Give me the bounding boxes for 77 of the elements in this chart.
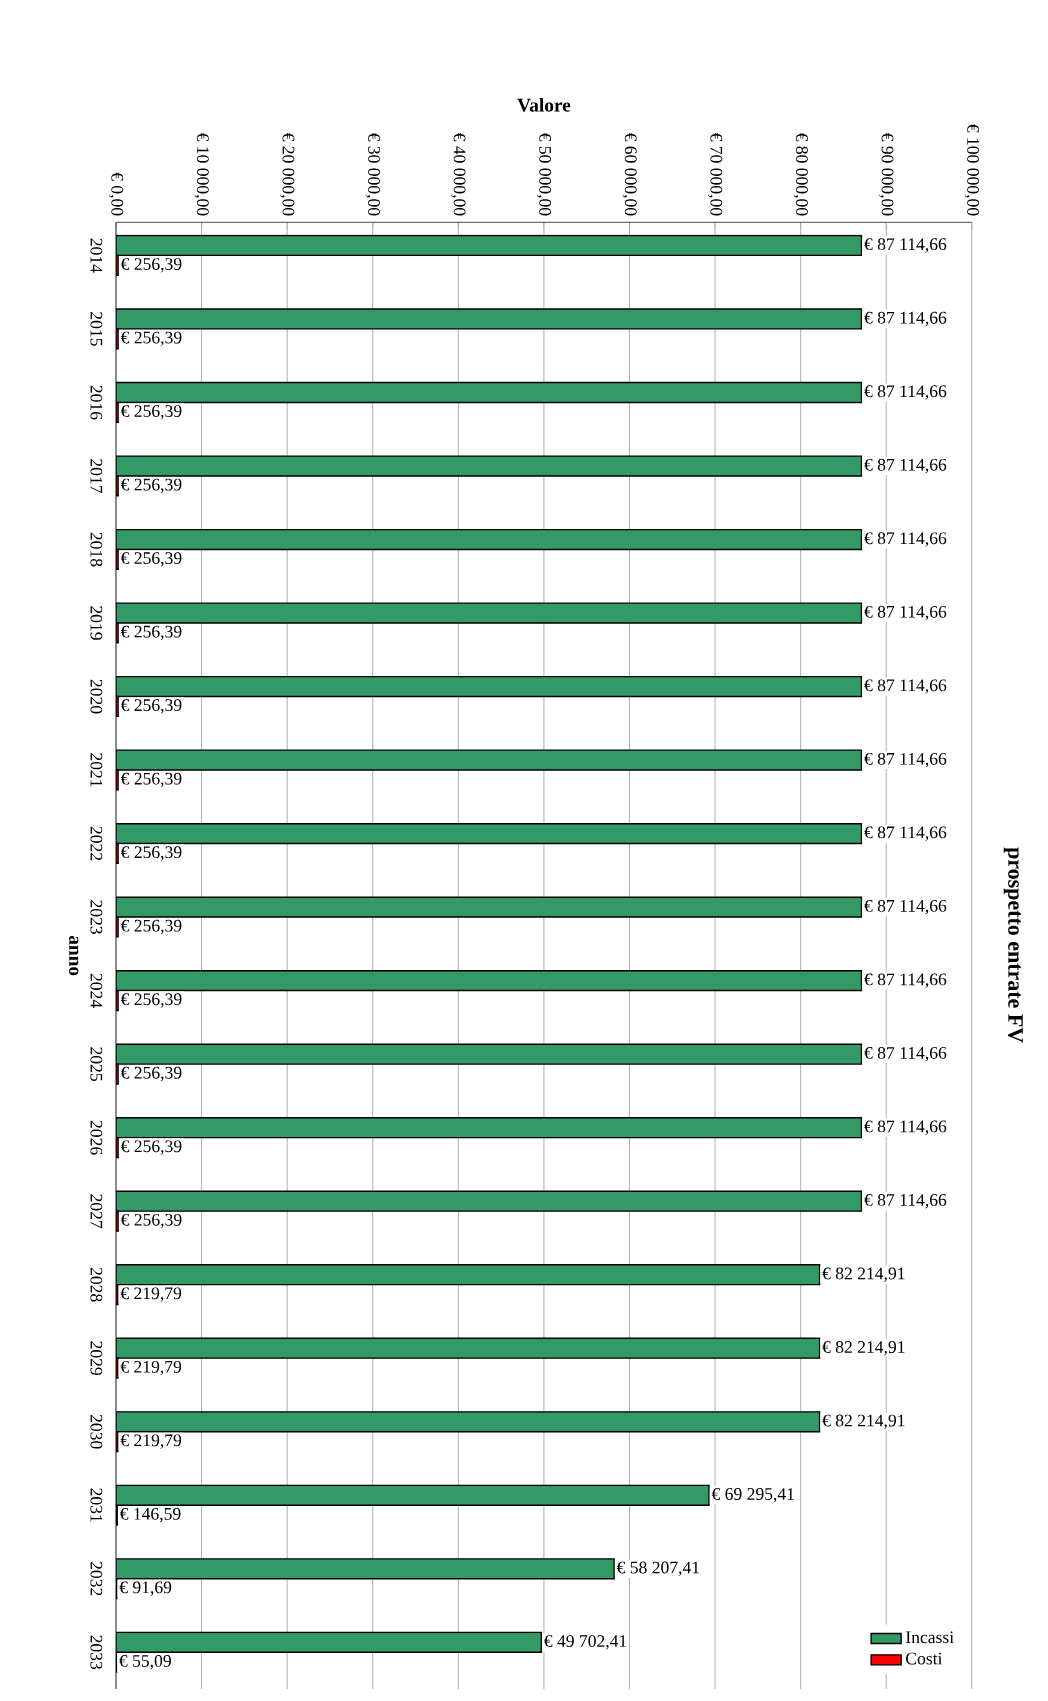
data-label: € 146,59 bbox=[119, 1507, 181, 1523]
data-label: € 219,79 bbox=[120, 1434, 182, 1449]
data-label: € 87 114,66 bbox=[864, 752, 947, 768]
data-label: € 256,39 bbox=[120, 846, 182, 861]
data-label: € 256,39 bbox=[120, 258, 182, 273]
data-label: € 87 114,66 bbox=[864, 238, 947, 253]
data-label: € 256,39 bbox=[120, 552, 182, 567]
y-tick-label: 2031 bbox=[90, 1488, 103, 1522]
x-tick-label: € 70 000,00 bbox=[707, 132, 723, 216]
x-axis-title: Valore bbox=[517, 98, 571, 112]
x-tick-label: € 90 000,00 bbox=[879, 132, 894, 216]
data-label: € 82 214,91 bbox=[822, 1267, 905, 1282]
y-tick-label: 2027 bbox=[90, 1194, 103, 1229]
data-label: € 87 114,66 bbox=[864, 532, 947, 547]
x-tick-label: € 50 000,00 bbox=[536, 132, 552, 216]
data-label: € 87 114,66 bbox=[864, 973, 947, 988]
y-tick-label: 2022 bbox=[90, 826, 103, 861]
data-label: € 256,39 bbox=[120, 919, 182, 935]
x-tick-label: € 10 000,00 bbox=[194, 132, 209, 216]
data-label: € 219,79 bbox=[120, 1287, 182, 1302]
y-tick-label: 2026 bbox=[90, 1120, 103, 1155]
data-label: € 82 214,91 bbox=[822, 1414, 905, 1429]
data-label: € 87 114,66 bbox=[864, 899, 947, 915]
data-label: € 58 207,41 bbox=[616, 1561, 700, 1576]
y-axis-title: anno bbox=[69, 935, 79, 976]
data-label: € 256,39 bbox=[120, 625, 182, 641]
x-tick-label: € 80 000,00 bbox=[793, 132, 808, 216]
legend-label: Incassi bbox=[905, 1631, 954, 1644]
y-tick-label: 2024 bbox=[90, 973, 103, 1008]
y-tick-label: 2018 bbox=[90, 532, 103, 567]
data-label: € 87 114,66 bbox=[864, 458, 947, 474]
data-label: € 219,79 bbox=[120, 1360, 182, 1376]
data-label: € 91,69 bbox=[119, 1581, 172, 1596]
data-label: € 256,39 bbox=[120, 1066, 182, 1082]
x-tick-label: € 60 000,00 bbox=[622, 132, 637, 216]
data-label: € 87 114,66 bbox=[864, 1046, 947, 1062]
data-label: € 87 114,66 bbox=[864, 679, 947, 694]
data-label: € 256,39 bbox=[120, 772, 182, 788]
data-label: € 256,39 bbox=[120, 331, 182, 346]
data-label: € 87 114,66 bbox=[864, 605, 947, 621]
data-label: € 87 114,66 bbox=[864, 311, 947, 327]
y-tick-label: 2021 bbox=[90, 753, 103, 787]
y-tick-label: 2033 bbox=[90, 1635, 103, 1670]
data-label: € 256,39 bbox=[120, 478, 182, 494]
data-label: € 69 295,41 bbox=[711, 1488, 794, 1503]
y-tick-label: 2028 bbox=[90, 1267, 103, 1302]
x-tick-label: € 20 000,00 bbox=[279, 132, 295, 216]
y-tick-label: 2020 bbox=[90, 679, 103, 714]
data-label: € 256,39 bbox=[120, 405, 182, 420]
data-label: € 87 114,66 bbox=[864, 1120, 947, 1135]
data-label: € 256,39 bbox=[120, 1213, 182, 1229]
bar bbox=[116, 1631, 543, 1653]
data-label: € 256,39 bbox=[120, 1140, 182, 1155]
text: prospetto entrate FV bbox=[1003, 847, 1023, 1043]
y-tick-label: 2029 bbox=[90, 1341, 103, 1376]
x-tick-label: € 30 000,00 bbox=[365, 132, 380, 216]
y-tick-label: 2017 bbox=[90, 459, 103, 494]
y-tick-label: 2016 bbox=[90, 385, 103, 420]
legend-label: Costi bbox=[906, 1652, 943, 1665]
y-tick-label: 2032 bbox=[90, 1561, 103, 1596]
data-label: € 55,09 bbox=[119, 1654, 171, 1670]
x-tick-label: € 100 000,00 bbox=[964, 124, 980, 216]
y-tick-label: 2023 bbox=[90, 900, 103, 934]
data-label: € 256,39 bbox=[120, 993, 182, 1008]
y-tick-label: 2030 bbox=[90, 1414, 103, 1449]
x-tick-label: € 0,00 bbox=[108, 172, 124, 216]
data-label: € 82 214,91 bbox=[822, 1341, 905, 1356]
y-tick-label: 2015 bbox=[90, 312, 103, 346]
y-tick-label: 2014 bbox=[90, 238, 103, 273]
data-label: € 87 114,66 bbox=[864, 385, 947, 400]
data-label: € 256,39 bbox=[120, 699, 182, 714]
data-label: € 87 114,66 bbox=[864, 826, 947, 841]
x-tick-label: € 40 000,00 bbox=[451, 132, 466, 216]
y-tick-label: 2019 bbox=[90, 606, 103, 640]
y-tick-label: 2025 bbox=[90, 1047, 103, 1081]
data-label: € 87 114,66 bbox=[864, 1194, 947, 1209]
data-label: € 49 702,41 bbox=[544, 1635, 627, 1650]
